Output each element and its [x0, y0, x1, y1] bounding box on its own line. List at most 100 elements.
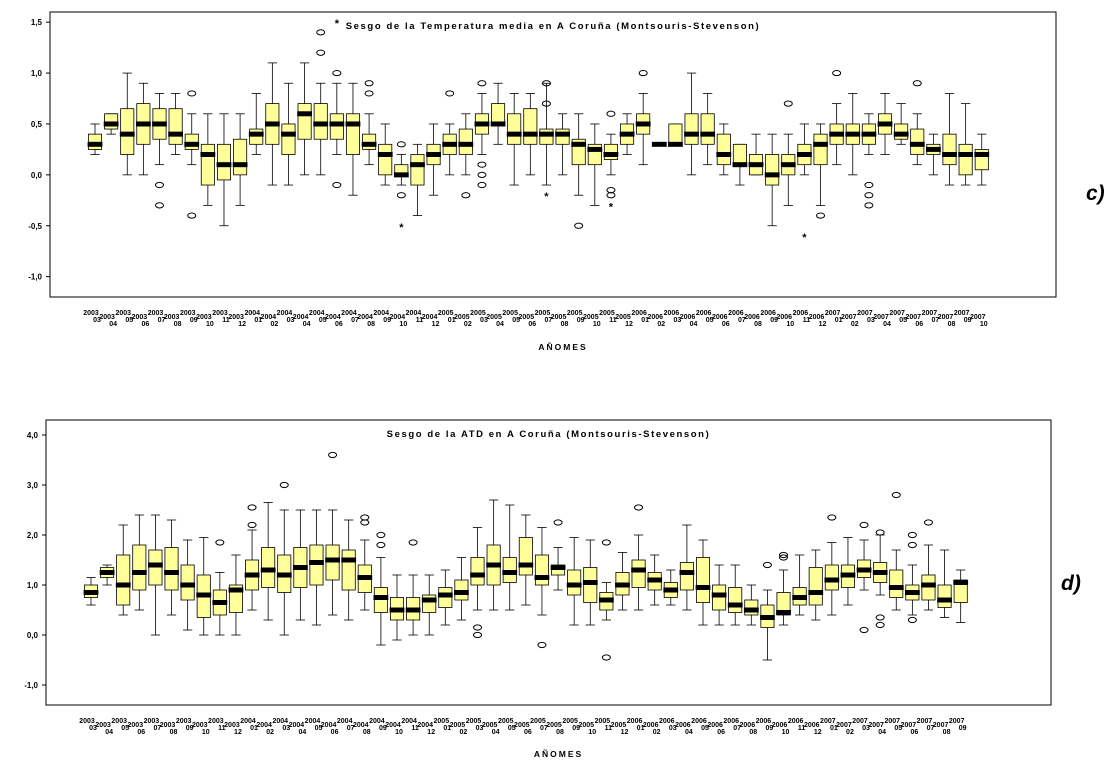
box-200706 [904, 531, 920, 624]
box-200310 [196, 537, 212, 636]
box-200705 [893, 103, 909, 145]
box-iqr [889, 569, 904, 598]
x-tick-label-month: 02 [460, 729, 468, 736]
x-tick-label-month: 05 [508, 725, 516, 732]
box-200402 [260, 502, 276, 621]
outlier-marker [827, 514, 837, 521]
x-tick-label-year: 2004 [422, 314, 438, 321]
x-tick-label-year: 2004 [390, 314, 406, 321]
x-tick-label-year: 2007 [949, 718, 965, 725]
outlier-marker [316, 29, 326, 36]
box-200702 [840, 537, 856, 606]
box-200502 [454, 557, 469, 621]
x-tick-label-month: 08 [556, 729, 564, 736]
box-iqr [378, 143, 393, 176]
x-tick-label-year: 2004 [305, 718, 321, 725]
x-tick-label-year: 2005 [562, 718, 578, 725]
median-bar [297, 111, 313, 117]
box-iqr [345, 113, 360, 155]
outlier-marker [601, 654, 611, 661]
median-bar [87, 141, 103, 147]
x-tick-label-month: 09 [770, 317, 778, 324]
box-200411 [410, 143, 425, 216]
box-200504 [490, 82, 506, 145]
x-tick-label-month: 12 [814, 729, 822, 736]
x-tick-label-month: 08 [174, 321, 182, 328]
x-tick-label-year: 2003 [228, 314, 244, 321]
outlier-marker [832, 69, 842, 77]
box-200608 [748, 133, 764, 176]
box-200509 [566, 537, 582, 626]
boxplot-temperatura-media: Sesgo de la Temperatura media en A Coruñ… [28, 11, 1057, 352]
outlier-marker [574, 222, 584, 229]
box-200412 [426, 123, 441, 196]
median-bar [651, 141, 667, 147]
outlier-marker [541, 80, 551, 87]
median-bar [909, 141, 925, 147]
median-bar [486, 562, 502, 568]
x-tick-label-year: 2007 [901, 722, 917, 729]
outlier-marker [477, 80, 487, 87]
outlier-marker [779, 554, 789, 561]
x-tick-label-month: 10 [782, 729, 790, 736]
box-200312 [232, 113, 248, 206]
median-bar [373, 595, 389, 600]
x-tick-label-year: 2005 [583, 314, 599, 321]
box-200404 [292, 509, 308, 621]
outlier-marker [376, 531, 386, 539]
box-200610 [776, 551, 791, 626]
x-tick-label-year: 2005 [470, 310, 486, 317]
x-tick-label-month: 04 [496, 321, 504, 328]
box-iqr [233, 138, 248, 176]
box-iqr [87, 133, 103, 150]
box-iqr [164, 547, 179, 591]
x-tick-label-year: 2006 [680, 314, 696, 321]
box-iqr [104, 113, 119, 130]
panel-label-c: c) [1086, 182, 1105, 205]
box-iqr [281, 123, 296, 155]
x-tick-label-year: 2003 [196, 314, 212, 321]
x-tick-label-month: 09 [572, 725, 580, 732]
x-tick-label-month: 06 [331, 729, 339, 736]
x-tick-label-month: 02 [657, 321, 665, 328]
box-200411 [405, 539, 421, 636]
x-tick-label-year: 2003 [224, 722, 240, 729]
outlier-marker [215, 539, 225, 546]
x-tick-label-year: 2007 [841, 314, 857, 321]
box-200312 [228, 554, 244, 636]
median-bar [582, 580, 598, 585]
x-tick-label-month: 06 [528, 321, 536, 328]
x-axis-label: AÑOMES [538, 342, 587, 352]
box-200601 [635, 69, 651, 166]
box-iqr [116, 554, 131, 606]
box-200607 [727, 564, 743, 626]
median-bar [534, 575, 550, 580]
box-200609 [764, 133, 780, 227]
box-iqr [534, 554, 549, 586]
median-bar [99, 570, 115, 575]
x-tick-label-year: 2006 [740, 722, 756, 729]
x-tick-label-month: 09 [186, 725, 194, 732]
x-tick-label-year: 2007 [905, 314, 921, 321]
median-bar [357, 575, 373, 580]
x-tick-label-month: 10 [395, 729, 403, 736]
x-tick-label-year: 2004 [401, 718, 417, 725]
outlier-marker [537, 641, 547, 649]
median-bar [410, 162, 425, 168]
x-tick-label-month: 10 [588, 729, 596, 736]
box-iqr [362, 133, 377, 150]
x-tick-label-month: 03 [867, 317, 875, 324]
x-tick-label-month: 01 [641, 317, 649, 324]
x-tick-label-month: 03 [476, 725, 484, 732]
x-tick-label-year: 2004 [289, 722, 305, 729]
x-tick-label-year: 2003 [192, 722, 208, 729]
box-200604 [679, 524, 695, 611]
box-200503 [470, 527, 485, 639]
median-bar [695, 585, 711, 590]
box-200605 [700, 93, 716, 166]
box-200704 [872, 529, 888, 629]
box-200605 [695, 539, 711, 626]
box-200510 [587, 123, 603, 206]
x-tick-label-month: 06 [335, 321, 343, 328]
x-tick-label-month: 03 [89, 725, 97, 732]
